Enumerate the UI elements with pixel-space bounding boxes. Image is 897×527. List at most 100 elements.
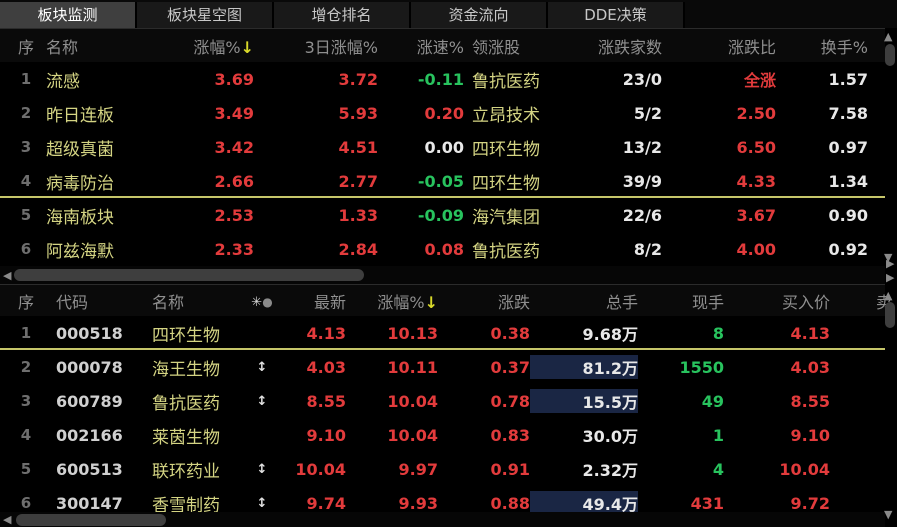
scroll-left-icon[interactable]: ◀ — [3, 269, 12, 282]
leader-stock: 鲁抗医药 — [472, 241, 540, 262]
stock-row-002166[interactable]: 4 002166 莱茵生物 9.10 10.04 0.83 30.0万 1 9.… — [0, 418, 885, 452]
pct3-value: 2.77 — [338, 171, 378, 191]
pct3-value: 1.33 — [338, 205, 378, 225]
buy-price: 10.04 — [779, 459, 830, 479]
col-last[interactable]: 最新 — [313, 292, 346, 312]
scroll-down-icon[interactable]: ▼ — [884, 251, 893, 264]
col-pct3[interactable]: 3日涨幅% — [304, 37, 378, 57]
vol-value-highlighted: 15.5万 — [530, 389, 638, 413]
sector-row-liugan[interactable]: 1 流感 3.69 3.72 -0.11 鲁抗医药 23/0 全涨 1.57 — [0, 62, 885, 96]
stock-code: 002166 — [56, 425, 123, 445]
col-name[interactable]: 名称 — [152, 292, 185, 312]
col-buy[interactable]: 买入价 — [781, 292, 830, 312]
leader-stock: 海汽集团 — [472, 207, 540, 228]
stock-row-600789[interactable]: 3 600789 鲁抗医药 ↕ 8.55 10.04 0.78 15.5万 49… — [0, 384, 885, 418]
speed-value: 0.08 — [424, 239, 464, 259]
col-counts[interactable]: 涨跌家数 — [597, 37, 662, 57]
scroll-down-icon[interactable]: ▼ — [884, 508, 893, 521]
scroll-up-icon[interactable]: ▲ — [884, 30, 893, 43]
buy-price: 9.10 — [790, 425, 830, 445]
sort-desc-icon: ↓ — [424, 292, 438, 312]
counts-value: 39/9 — [622, 171, 662, 191]
tab-money-flow[interactable]: 资金流向 — [411, 2, 548, 28]
tab-sector-starmap[interactable]: 板块星空图 — [137, 2, 274, 28]
row-seq: 3 — [20, 138, 32, 156]
pct-value: 3.42 — [214, 137, 254, 157]
col-seq: 序 — [17, 37, 34, 57]
stock-name: 联环药业 — [152, 461, 220, 482]
stock-code: 600789 — [56, 391, 123, 411]
stock-table-header: 序 代码 名称 ✳● 最新 涨幅%↓ 涨跌 总手 现手 买入价 卖 — [0, 284, 891, 316]
sector-row-chaojizhenjun[interactable]: 3 超级真菌 3.42 4.51 0.00 四环生物 13/2 6.50 0.9… — [0, 130, 885, 164]
stock-row-600513[interactable]: 5 600513 联环药业 ↕ 10.04 9.97 0.91 2.32万 4 … — [0, 452, 885, 486]
tab-position-ranking[interactable]: 增仓排名 — [274, 2, 411, 28]
limit-flag-icon: ↕ — [256, 495, 268, 511]
col-turnover[interactable]: 换手% — [820, 37, 868, 57]
star-icon: ✳ — [251, 295, 263, 310]
scroll-up-icon[interactable]: ▲ — [884, 289, 893, 302]
last-price: 4.13 — [306, 323, 346, 343]
counts-value: 8/2 — [633, 239, 662, 259]
col-speed[interactable]: 涨速% — [416, 37, 464, 57]
cur-vol-value: 8 — [712, 323, 724, 343]
pct-value: 3.69 — [214, 69, 254, 89]
pct-value: 2.66 — [214, 171, 254, 191]
last-price: 9.10 — [306, 425, 346, 445]
sector-name: 超级真菌 — [46, 139, 114, 160]
col-pct-sorted[interactable]: 涨幅%↓ — [377, 292, 438, 312]
stock-code: 000518 — [56, 323, 123, 343]
ratio-value: 4.33 — [736, 171, 776, 191]
speed-value: -0.05 — [417, 171, 464, 191]
sector-row-zuorilianban[interactable]: 2 昨日连板 3.49 5.93 0.20 立昂技术 5/2 2.50 7.58 — [0, 96, 885, 130]
pct3-value: 5.93 — [338, 103, 378, 123]
cur-vol-value: 431 — [690, 493, 724, 513]
sector-row-azihaimo[interactable]: 6 阿兹海默 2.33 2.84 0.08 鲁抗医药 8/2 4.00 0.92 — [0, 232, 885, 266]
h-scrollbar-thumb-top[interactable] — [14, 269, 364, 281]
pct-value: 10.13 — [387, 323, 438, 343]
stock-row-300147[interactable]: 6 300147 香雪制药 ↕ 9.74 9.93 0.88 49.4万 431… — [0, 486, 885, 520]
vol-value: 9.68万 — [582, 325, 638, 344]
counts-value: 13/2 — [622, 137, 662, 157]
col-vol[interactable]: 总手 — [605, 292, 638, 312]
row-seq: 2 — [20, 104, 32, 122]
col-cur[interactable]: 现手 — [691, 292, 724, 312]
col-sell-clipped[interactable]: 卖 — [876, 292, 891, 312]
row-seq: 5 — [20, 206, 32, 224]
col-leader[interactable]: 领涨股 — [472, 37, 521, 57]
row-seq: 6 — [20, 494, 32, 512]
turnover-value: 0.92 — [828, 239, 868, 259]
v-scrollbar-thumb-bottom[interactable] — [885, 302, 895, 328]
scroll-right-icon[interactable]: ▶ — [886, 271, 895, 284]
tab-sector-monitor[interactable]: 板块监测 — [0, 2, 137, 28]
tab-dde-decision[interactable]: DDE决策 — [548, 2, 685, 28]
h-scrollbar-bottom — [0, 512, 885, 527]
dot-icon: ● — [262, 295, 273, 309]
sector-row-hainanbankuai[interactable]: 5 海南板块 2.53 1.33 -0.09 海汽集团 22/6 3.67 0.… — [0, 198, 885, 232]
pct3-value: 4.51 — [338, 137, 378, 157]
last-price: 8.55 — [306, 391, 346, 411]
stock-name: 海王生物 — [152, 359, 220, 380]
scroll-left-icon[interactable]: ◀ — [3, 513, 12, 526]
buy-price: 8.55 — [790, 391, 830, 411]
row-seq: 4 — [20, 426, 32, 444]
h-scrollbar-thumb-bottom[interactable] — [16, 514, 166, 526]
col-chg[interactable]: 涨跌 — [497, 292, 530, 312]
vol-value: 30.0万 — [582, 427, 638, 446]
stock-code: 300147 — [56, 493, 123, 513]
last-price: 4.03 — [306, 357, 346, 377]
col-ratio[interactable]: 涨跌比 — [727, 37, 776, 57]
limit-flag-icon: ↕ — [256, 359, 268, 375]
scroll-right-icon[interactable]: ▶ — [886, 257, 895, 270]
ratio-value: 3.67 — [736, 205, 776, 225]
col-code[interactable]: 代码 — [56, 292, 89, 312]
stock-row-000518-selected[interactable]: 1 000518 四环生物 4.13 10.13 0.38 9.68万 8 4.… — [0, 316, 885, 350]
turnover-value: 1.34 — [828, 171, 868, 191]
stock-name: 香雪制药 — [152, 495, 220, 516]
chg-value: 0.91 — [490, 459, 530, 479]
v-scrollbar-thumb-top[interactable] — [885, 44, 895, 66]
ratio-value: 2.50 — [736, 103, 776, 123]
col-pct-sorted[interactable]: 涨幅%↓ — [193, 37, 254, 57]
sector-row-bingdufangzhi-selected[interactable]: 4 病毒防治 2.66 2.77 -0.05 四环生物 39/9 4.33 1.… — [0, 164, 885, 198]
stock-row-000078[interactable]: 2 000078 海王生物 ↕ 4.03 10.11 0.37 81.2万 15… — [0, 350, 885, 384]
sector-name: 病毒防治 — [46, 173, 114, 194]
